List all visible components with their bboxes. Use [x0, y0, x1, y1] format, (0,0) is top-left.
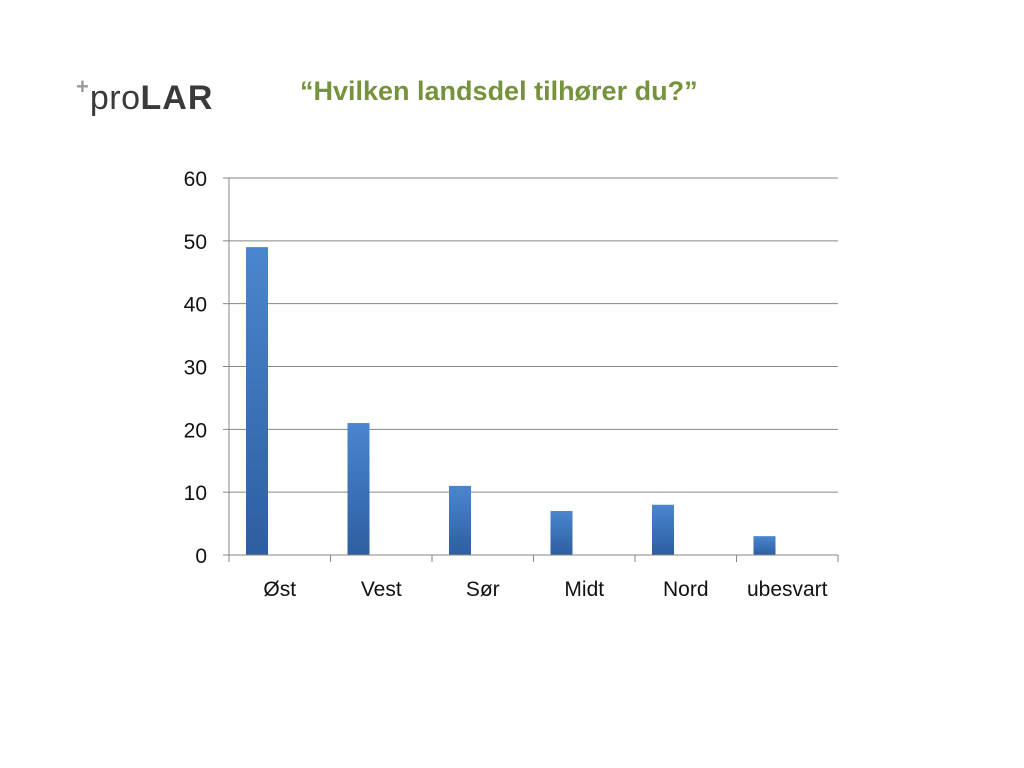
tick-labels: 0 10 20 30 40 50 60 Øst Vest Sør Midt Nord ubesvart: [184, 168, 828, 601]
y-tick-label: 0: [195, 545, 207, 568]
x-tick-label: Nord: [663, 578, 709, 601]
y-tick-label: 60: [184, 168, 207, 191]
prolar-logo: + pro LAR: [76, 74, 214, 122]
y-tick-label: 50: [184, 231, 207, 254]
y-tick-label: 40: [184, 294, 207, 317]
x-tick-label: Sør: [466, 578, 500, 601]
x-tick-label: Midt: [564, 578, 604, 601]
logo-pro: pro: [89, 79, 141, 117]
x-tick-label: Øst: [263, 578, 296, 601]
y-tick-label: 30: [184, 357, 207, 380]
bar-2: [449, 485, 471, 555]
x-tick-label: Vest: [361, 578, 402, 601]
x-tick-label: ubesvart: [747, 578, 828, 601]
bars: [246, 247, 776, 555]
logo-plus: +: [76, 74, 89, 99]
gridlines: [229, 177, 838, 493]
bar-0: [246, 247, 268, 555]
bar-5: [753, 536, 776, 555]
slide-title: “Hvilken landsdel tilhører du?”: [300, 76, 698, 106]
bar-3: [550, 511, 573, 555]
y-tick-label: 20: [184, 419, 207, 442]
logo-lar: LAR: [140, 79, 214, 117]
axes: [223, 177, 839, 562]
y-tick-label: 10: [184, 482, 207, 505]
bar-1: [347, 423, 370, 555]
bar-4: [652, 504, 674, 555]
